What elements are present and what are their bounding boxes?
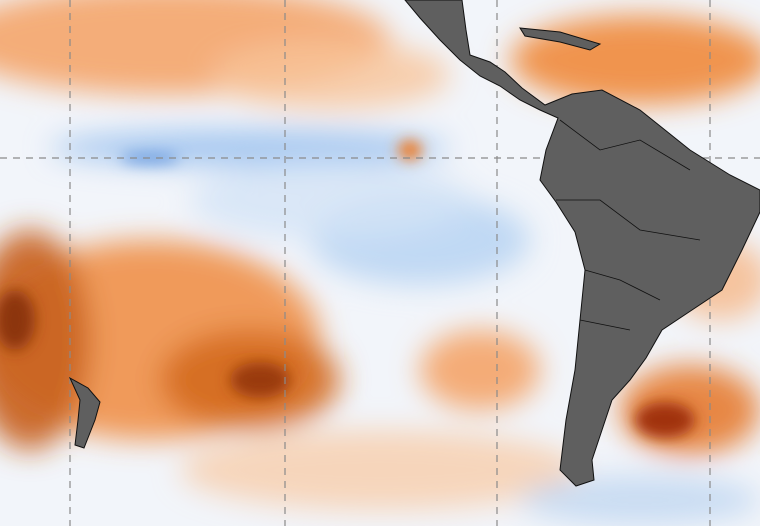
- anomaly-hotspots: [0, 140, 695, 438]
- land: [68, 0, 760, 487]
- borders: [556, 119, 701, 331]
- americas: [404, 0, 760, 487]
- new-zealand: [68, 376, 101, 449]
- caribbean-islands: [519, 27, 602, 51]
